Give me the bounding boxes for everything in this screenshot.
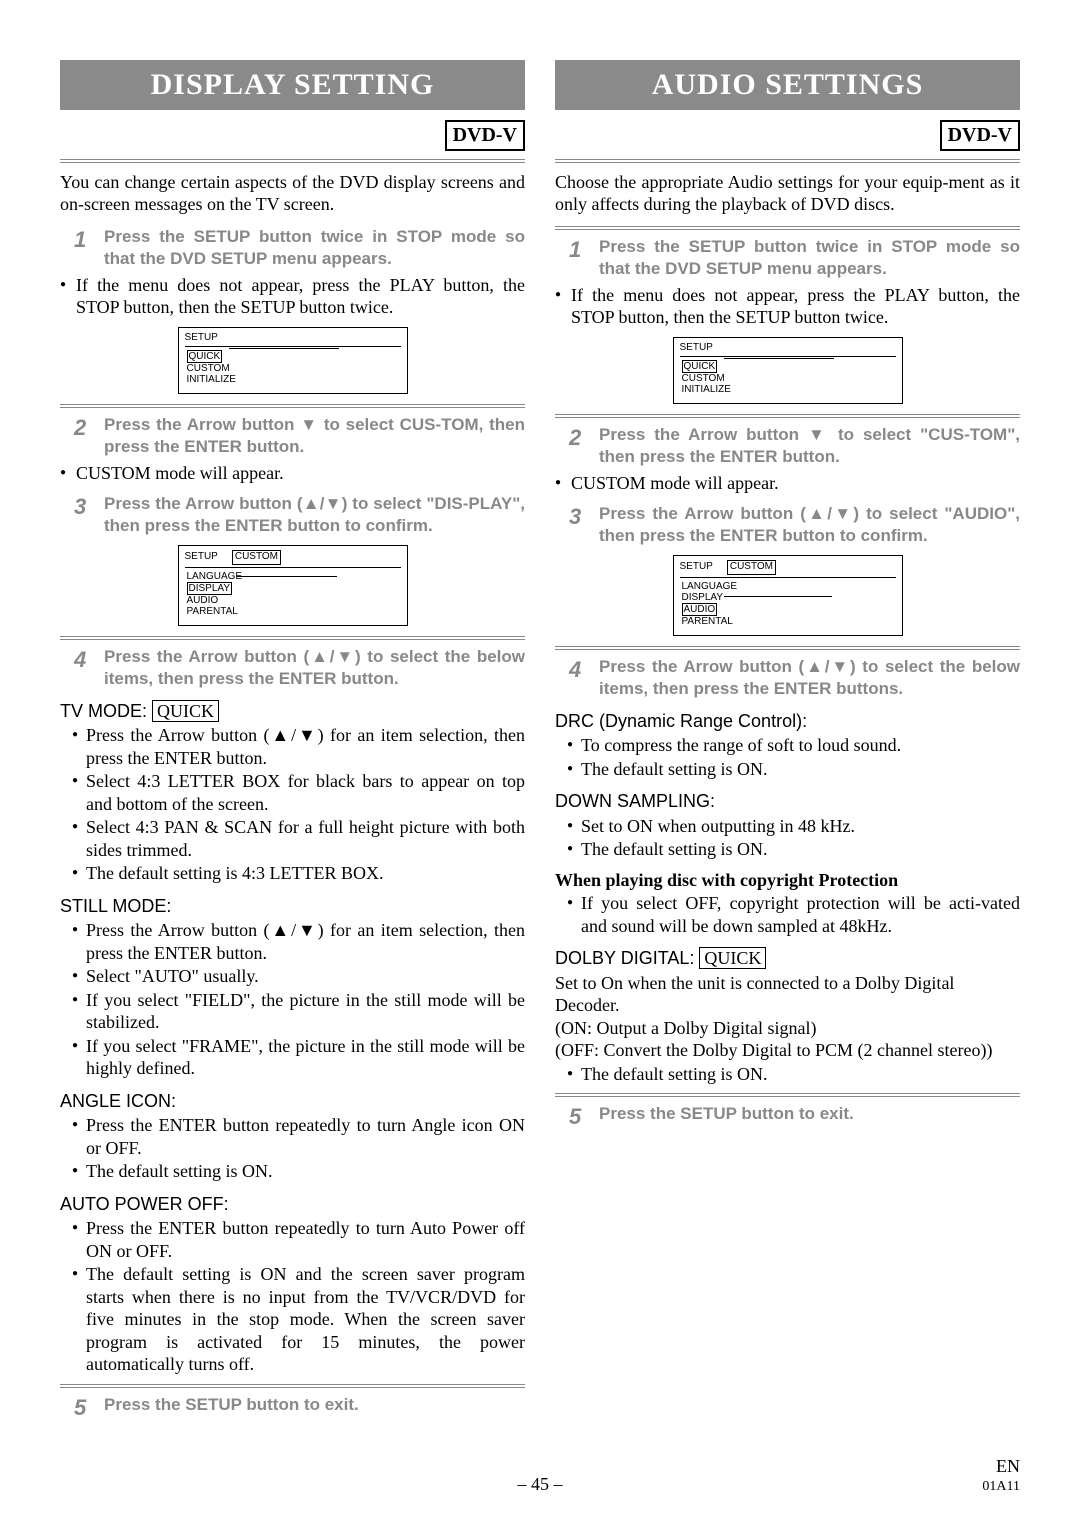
divider (555, 414, 1020, 418)
note: CUSTOM mode will appear. (60, 462, 525, 485)
step-number: 1 (74, 226, 94, 270)
angle-icon-list: Press the ENTER button repeatedly to tur… (60, 1114, 525, 1183)
divider (555, 646, 1020, 650)
left-column: DISPLAY SETTING DVD-V You can change cer… (60, 60, 525, 1425)
divider (60, 159, 525, 163)
list-item: Select "AUTO" usually. (72, 965, 525, 988)
step-text: Press the Arrow button (▲/▼) to select "… (599, 503, 1020, 547)
step-number: 2 (74, 414, 94, 458)
list-item: Press the ENTER button repeatedly to tur… (72, 1217, 525, 1262)
step-text: Press the SETUP button twice in STOP mod… (599, 236, 1020, 280)
list-item: If you select "FIELD", the picture in th… (72, 989, 525, 1034)
step-3: 3 Press the Arrow button (▲/▼) to select… (60, 493, 525, 537)
list-item: The default setting is ON. (567, 758, 1020, 781)
display-setting-banner: DISPLAY SETTING (60, 60, 525, 110)
divider (60, 1384, 525, 1388)
list-item: Press the Arrow button (▲/▼) for an item… (72, 919, 525, 964)
step-3: 3 Press the Arrow button (▲/▼) to select… (555, 503, 1020, 547)
note: CUSTOM mode will appear. (555, 472, 1020, 495)
step-2: 2 Press the Arrow button ▼ to select CUS… (60, 414, 525, 458)
right-column: AUDIO SETTINGS DVD-V Choose the appropri… (555, 60, 1020, 1425)
intro-text: You can change certain aspects of the DV… (60, 171, 525, 216)
still-mode-list: Press the Arrow button (▲/▼) for an item… (60, 919, 525, 1080)
list-item: Set to ON when outputting in 48 kHz. (567, 815, 1020, 838)
list-item: The default setting is 4:3 LETTER BOX. (72, 862, 525, 885)
step-number: 2 (569, 424, 589, 468)
drc-heading: DRC (Dynamic Range Control): (555, 710, 1020, 733)
copyright-heading: When playing disc with copyright Protect… (555, 869, 1020, 892)
custom-menu-diagram: SETUPCUSTOM LANGUAGE DISPLAY AUDIO PAREN… (178, 545, 408, 626)
copyright-list: If you select OFF, copyright protection … (555, 892, 1020, 937)
dolby-text: Set to On when the unit is connected to … (555, 972, 1020, 1017)
step-number: 3 (74, 493, 94, 537)
divider (555, 1093, 1020, 1097)
audio-settings-banner: AUDIO SETTINGS (555, 60, 1020, 110)
step-5: 5 Press the SETUP button to exit. (60, 1394, 525, 1422)
step-text: Press the Arrow button (▲/▼) to select t… (599, 656, 1020, 700)
auto-power-heading: AUTO POWER OFF: (60, 1193, 525, 1216)
step-number: 5 (569, 1103, 589, 1131)
list-item: Select 4:3 PAN & SCAN for a full height … (72, 816, 525, 861)
step-number: 5 (74, 1394, 94, 1422)
down-sampling-heading: DOWN SAMPLING: (555, 790, 1020, 813)
dolby-text: (ON: Output a Dolby Digital signal) (555, 1017, 1020, 1040)
list-item: Select 4:3 LETTER BOX for black bars to … (72, 770, 525, 815)
step-text: Press the SETUP button to exit. (104, 1394, 359, 1422)
step-text: Press the SETUP button twice in STOP mod… (104, 226, 525, 270)
tv-mode-heading: TV MODE: QUICK (60, 700, 525, 723)
page-footer: – 45 – EN 01A11 (60, 1455, 1020, 1495)
list-item: The default setting is ON. (72, 1160, 525, 1183)
setup-menu-diagram: SETUP QUICK CUSTOM INITIALIZE (178, 327, 408, 395)
step-1: 1 Press the SETUP button twice in STOP m… (555, 236, 1020, 280)
divider (555, 226, 1020, 230)
list-item: To compress the range of soft to loud so… (567, 734, 1020, 757)
step-2: 2 Press the Arrow button ▼ to select "CU… (555, 424, 1020, 468)
dvd-v-badge: DVD-V (445, 120, 525, 151)
intro-text: Choose the appropriate Audio settings fo… (555, 171, 1020, 216)
dvd-v-badge: DVD-V (940, 120, 1020, 151)
list-item: Press the ENTER button repeatedly to tur… (72, 1114, 525, 1159)
auto-power-list: Press the ENTER button repeatedly to tur… (60, 1217, 525, 1376)
note: If the menu does not appear, press the P… (60, 274, 525, 319)
custom-menu-diagram: SETUPCUSTOM LANGUAGE DISPLAY AUDIO PAREN… (673, 555, 903, 636)
dolby-list: The default setting is ON. (555, 1063, 1020, 1086)
doc-code: 01A11 (700, 1478, 1020, 1496)
list-item: The default setting is ON. (567, 1063, 1020, 1086)
note: If the menu does not appear, press the P… (555, 284, 1020, 329)
step-text: Press the Arrow button ▼ to select "CUS-… (599, 424, 1020, 468)
drc-list: To compress the range of soft to loud so… (555, 734, 1020, 780)
list-item: The default setting is ON. (567, 838, 1020, 861)
list-item: The default setting is ON and the screen… (72, 1263, 525, 1376)
lang-code: EN (700, 1455, 1020, 1478)
dolby-heading: DOLBY DIGITAL: QUICK (555, 947, 1020, 970)
step-4: 4 Press the Arrow button (▲/▼) to select… (555, 656, 1020, 700)
step-text: Press the SETUP button to exit. (599, 1103, 854, 1131)
down-sampling-list: Set to ON when outputting in 48 kHz. The… (555, 815, 1020, 861)
step-text: Press the Arrow button ▼ to select CUS-T… (104, 414, 525, 458)
setup-menu-diagram: SETUP QUICK CUSTOM INITIALIZE (673, 337, 903, 405)
tv-mode-list: Press the Arrow button (▲/▼) for an item… (60, 724, 525, 885)
step-text: Press the Arrow button (▲/▼) to select "… (104, 493, 525, 537)
step-4: 4 Press the Arrow button (▲/▼) to select… (60, 646, 525, 690)
step-number: 4 (569, 656, 589, 700)
list-item: If you select "FRAME", the picture in th… (72, 1035, 525, 1080)
step-5: 5 Press the SETUP button to exit. (555, 1103, 1020, 1131)
step-number: 3 (569, 503, 589, 547)
step-number: 1 (569, 236, 589, 280)
page-number: – 45 – (380, 1473, 700, 1496)
divider (60, 636, 525, 640)
angle-icon-heading: ANGLE ICON: (60, 1090, 525, 1113)
still-mode-heading: STILL MODE: (60, 895, 525, 918)
step-1: 1 Press the SETUP button twice in STOP m… (60, 226, 525, 270)
dolby-text: (OFF: Convert the Dolby Digital to PCM (… (555, 1039, 1020, 1062)
step-number: 4 (74, 646, 94, 690)
divider (555, 159, 1020, 163)
list-item: Press the Arrow button (▲/▼) for an item… (72, 724, 525, 769)
list-item: If you select OFF, copyright protection … (567, 892, 1020, 937)
step-text: Press the Arrow button (▲/▼) to select t… (104, 646, 525, 690)
divider (60, 404, 525, 408)
